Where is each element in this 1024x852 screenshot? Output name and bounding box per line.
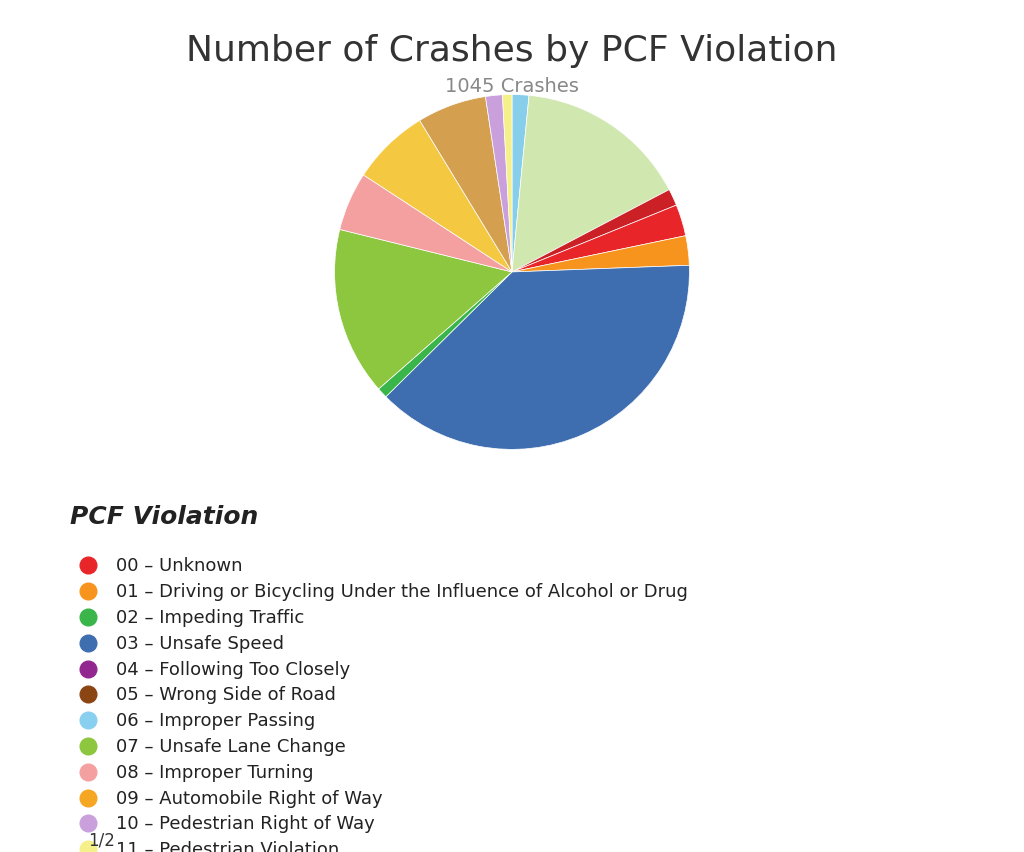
Text: Number of Crashes by PCF Violation: Number of Crashes by PCF Violation	[186, 34, 838, 68]
Text: 03 – Unsafe Speed: 03 – Unsafe Speed	[116, 634, 284, 652]
Wedge shape	[512, 95, 529, 273]
Wedge shape	[512, 190, 676, 273]
Wedge shape	[512, 96, 669, 273]
Wedge shape	[485, 95, 512, 273]
Text: 10 – Pedestrian Right of Way: 10 – Pedestrian Right of Way	[116, 815, 375, 832]
Text: 07 – Unsafe Lane Change: 07 – Unsafe Lane Change	[116, 737, 345, 755]
Wedge shape	[335, 230, 512, 389]
Wedge shape	[379, 273, 512, 397]
Wedge shape	[340, 176, 512, 273]
Text: 09 – Automobile Right of Way: 09 – Automobile Right of Way	[116, 789, 382, 807]
Wedge shape	[512, 236, 689, 273]
Text: 1/2: 1/2	[88, 831, 115, 849]
Text: 11 – Pedestrian Violation: 11 – Pedestrian Violation	[116, 840, 339, 852]
Text: 01 – Driving or Bicycling Under the Influence of Alcohol or Drug: 01 – Driving or Bicycling Under the Infl…	[116, 583, 687, 601]
Wedge shape	[364, 121, 512, 273]
Wedge shape	[512, 206, 686, 273]
Text: 05 – Wrong Side of Road: 05 – Wrong Side of Road	[116, 686, 336, 704]
Text: 1045 Crashes: 1045 Crashes	[445, 77, 579, 95]
Wedge shape	[420, 97, 512, 273]
Text: PCF Violation: PCF Violation	[70, 505, 258, 529]
Text: 00 – Unknown: 00 – Unknown	[116, 556, 243, 575]
Text: 06 – Improper Passing: 06 – Improper Passing	[116, 711, 315, 729]
Wedge shape	[503, 95, 512, 273]
Text: 02 – Impeding Traffic: 02 – Impeding Traffic	[116, 608, 304, 626]
Text: 04 – Following Too Closely: 04 – Following Too Closely	[116, 659, 350, 678]
Wedge shape	[386, 266, 689, 450]
Text: 08 – Improper Turning: 08 – Improper Turning	[116, 763, 313, 780]
